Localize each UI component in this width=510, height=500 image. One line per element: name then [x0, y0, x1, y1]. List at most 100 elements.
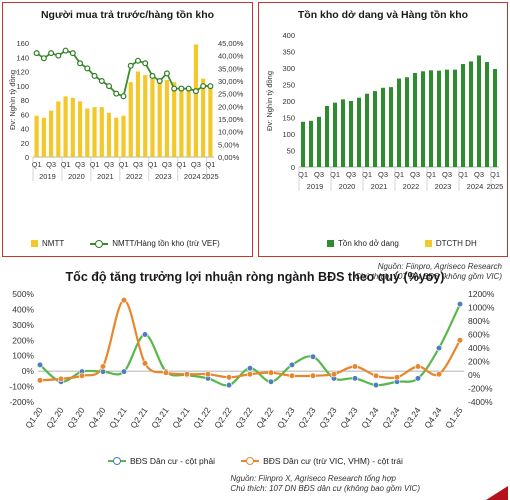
year-label: 2024	[467, 182, 484, 191]
y-axis-tick-label: 50	[287, 147, 295, 156]
right-axis-tick-label: 20,00%	[218, 102, 244, 111]
quarter-label: Q3	[314, 170, 324, 179]
legend-orange-swatch	[241, 457, 260, 465]
residential-point	[351, 375, 359, 382]
bottom-note: Chú thích: 107 DN BĐS dân cư (không bao …	[230, 484, 420, 493]
wip-bar	[317, 116, 321, 167]
quarter-label: Q1.23	[275, 405, 297, 430]
quarter-label: Q2.21	[128, 405, 150, 430]
ratio-point	[134, 57, 141, 64]
legend-orange-label: BĐS Dân cư (trừ VIC, VHM) - cột trái	[263, 456, 403, 466]
ratio-point	[142, 60, 149, 67]
ratio-point	[178, 85, 185, 92]
nmtt-bar	[99, 107, 104, 157]
legend-wip-label: Tồn kho dở dang	[338, 239, 399, 248]
nmtt-bar	[34, 115, 39, 157]
ratio-point	[40, 55, 47, 62]
residential-point	[309, 353, 317, 360]
quarter-label: Q1	[362, 170, 372, 179]
residential-ex-vic-point	[351, 363, 359, 370]
residential-point	[435, 344, 443, 352]
ratio-point	[55, 52, 62, 59]
quarter-label: Q1	[490, 170, 500, 179]
quarter-label: Q1	[32, 160, 42, 169]
quarter-label: Q1	[298, 170, 308, 179]
year-label: 2022	[403, 182, 420, 191]
left-axis-tick-label: 20	[21, 139, 29, 148]
wip-bar	[373, 91, 377, 167]
left-axis-tick-label: -200%	[9, 397, 34, 407]
inventory-chart-legend: Tồn kho dở dang DTCTH DH	[327, 239, 477, 248]
wip-bar	[437, 70, 441, 167]
nmtt-bar	[193, 44, 198, 157]
residential-point	[288, 361, 296, 368]
legend-nmtt-swatch	[31, 240, 38, 247]
nmtt-bar	[92, 107, 97, 157]
quarter-label: Q3	[46, 160, 56, 169]
nmtt-bar	[179, 85, 184, 157]
ratio-point	[62, 47, 69, 54]
quarter-label: Q1	[176, 160, 186, 169]
residential-ex-vic-point	[36, 377, 44, 384]
nmtt-chart-legend: NMTT NMTT/Hàng tồn kho (trừ VEF)	[31, 239, 220, 248]
residential-ex-vic-point	[99, 363, 107, 370]
nmtt-chart-svg: 0 20 40 60 80 100 120 140 160 0,00% 5,00% 10,00% 15,…	[8, 39, 244, 181]
y-axis-tick-label: 350	[282, 48, 295, 57]
ratio-point	[48, 50, 55, 57]
year-label: 2020	[68, 172, 85, 181]
left-axis-tick-label: -100%	[9, 382, 34, 392]
residential-ex-vic-point	[204, 371, 212, 378]
bottom-source: Nguồn: Fiinpro X, Agriseco Research tổng…	[230, 474, 396, 483]
nmtt-bar	[150, 78, 155, 157]
wip-bar	[333, 102, 337, 167]
profit-growth-title: Tốc độ tăng trưởng lợi nhuận ròng ngành …	[65, 270, 445, 284]
residential-ex-vic-point	[183, 371, 191, 378]
residential-ex-vic-point	[162, 369, 170, 376]
nmtt-bar	[186, 87, 191, 157]
ratio-point	[207, 83, 214, 90]
nmtt-bar	[85, 108, 90, 157]
wip-bar	[461, 64, 465, 167]
quarter-label: Q3	[162, 160, 172, 169]
right-axis-tick-label: 10,00%	[218, 128, 244, 137]
right-axis-tick-label: 0,00%	[218, 153, 240, 162]
ratio-point	[192, 88, 199, 95]
quarter-label: Q1	[394, 170, 404, 179]
left-axis-tick-label: 80	[21, 96, 29, 105]
quarter-label: Q3	[75, 160, 85, 169]
ratio-point	[200, 83, 207, 90]
legend-ratio-swatch	[90, 239, 109, 248]
quarter-label: Q1	[61, 160, 71, 169]
residential-point	[36, 361, 44, 368]
quarter-label: Q1	[205, 160, 215, 169]
residential-ex-vic-point	[435, 371, 443, 378]
year-label: 2021	[371, 182, 388, 191]
wip-bar	[389, 87, 393, 167]
legend-ratio-label: NMTT/Hàng tồn kho (trừ VEF)	[112, 239, 220, 248]
wip-bar	[365, 93, 369, 167]
nmtt-bar	[143, 75, 148, 157]
nmtt-bar	[63, 96, 68, 157]
quarter-label: Q3.22	[233, 405, 255, 430]
year-label: 2021	[97, 172, 114, 181]
y-axis-tick-label: 200	[282, 97, 295, 106]
residential-point	[99, 368, 107, 375]
year-label: 2022	[126, 172, 143, 181]
quarter-label: Q3.23	[317, 405, 339, 430]
nmtt-bar	[128, 82, 133, 157]
nmtt-bar	[135, 71, 141, 157]
legend-green-swatch	[108, 457, 126, 465]
wip-bar	[477, 55, 481, 167]
left-axis-tick-label: 100%	[12, 351, 34, 361]
wip-bar	[381, 87, 385, 167]
nmtt-bar	[114, 117, 119, 157]
inventory-chart-title: Tồn kho dở dang và Hàng tồn kho	[297, 9, 469, 21]
left-axis-tick-label: 300%	[12, 320, 34, 330]
right-axis-tick-label: 5,00%	[218, 140, 240, 149]
residential-ex-vic-point	[309, 372, 317, 379]
quarter-label: Q4.24	[422, 405, 444, 430]
wip-bar	[309, 120, 313, 167]
quarter-label: Q1	[118, 160, 128, 169]
right-axis-tick-label: -400%	[468, 397, 493, 407]
quarter-label: Q1.21	[107, 405, 129, 430]
